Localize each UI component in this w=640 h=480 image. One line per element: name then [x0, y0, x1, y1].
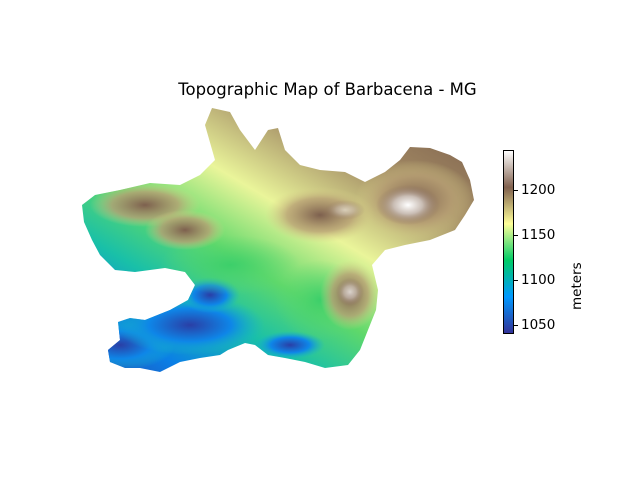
ridge-west [145, 210, 225, 250]
colorbar-tick-label: 1100 [521, 272, 556, 289]
colorbar-tick-label: 1200 [521, 182, 556, 199]
colorbar-tick [514, 190, 518, 192]
colorbar-label: meters [569, 262, 585, 310]
colorbar-tick-label: 1150 [521, 227, 556, 244]
peak-north [325, 200, 365, 220]
colorbar-tick [514, 325, 518, 327]
map-title: Topographic Map of Barbacena - MG [178, 80, 477, 99]
peak-southeast [336, 278, 364, 306]
colorbar-tick [514, 280, 518, 282]
green-center [160, 235, 300, 295]
peak-northeast [376, 185, 440, 225]
colorbar-tick-label: 1050 [521, 317, 556, 334]
colorbar-tick [514, 235, 518, 237]
colorbar [503, 150, 514, 334]
